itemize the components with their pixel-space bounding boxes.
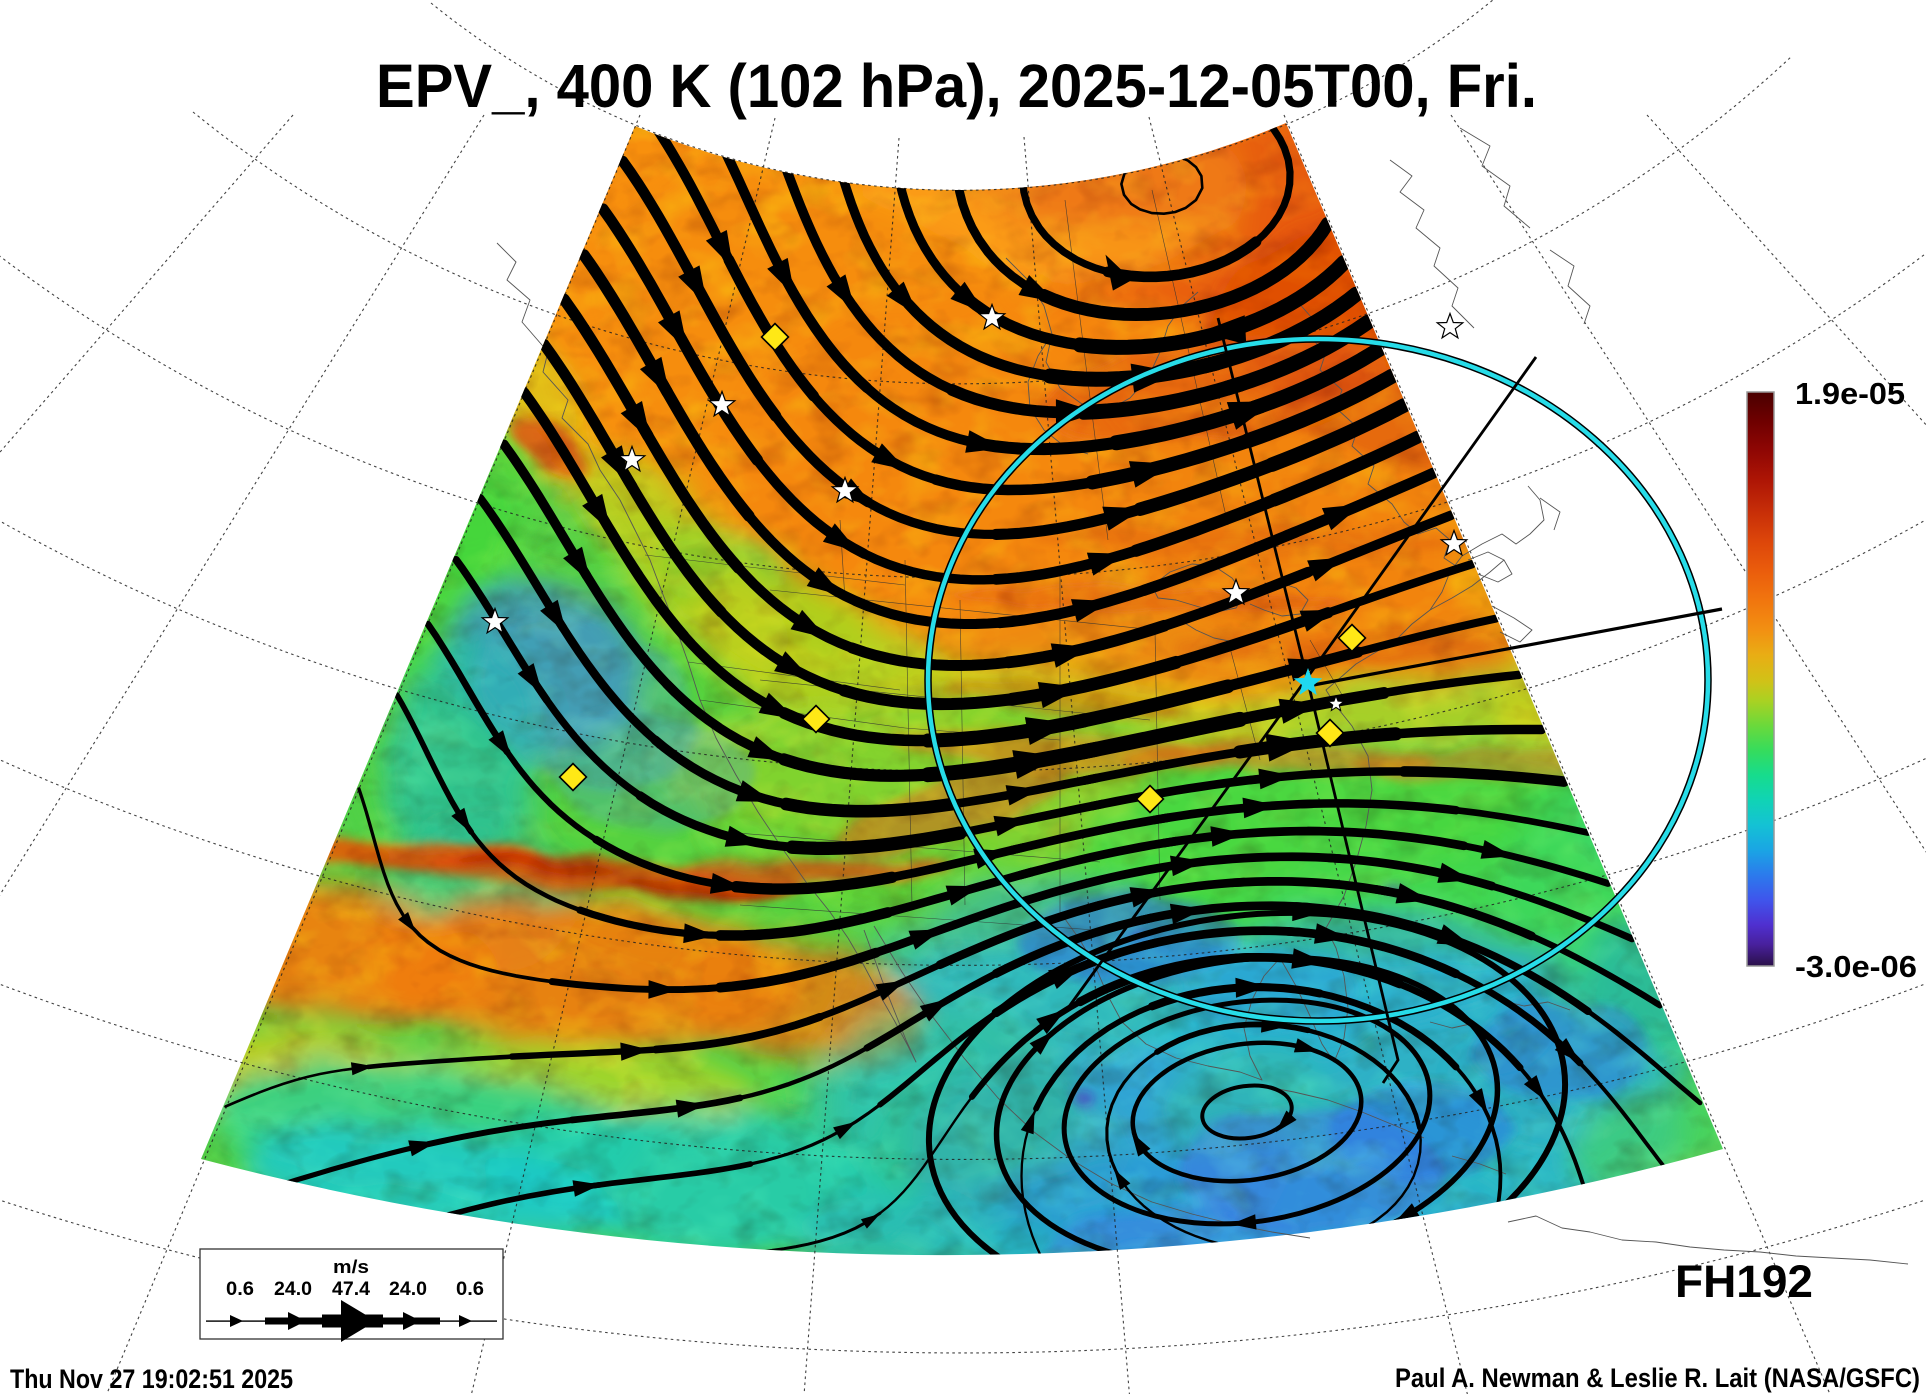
svg-text:24.0: 24.0 bbox=[389, 1279, 427, 1300]
svg-text:EPV_, 400 K (102 hPa), 2025-12: EPV_, 400 K (102 hPa), 2025-12-05T00, Fr… bbox=[376, 52, 1537, 120]
svg-text:0.6: 0.6 bbox=[456, 1279, 484, 1300]
svg-text:Paul A. Newman & Leslie R. Lai: Paul A. Newman & Leslie R. Lait (NASA/GS… bbox=[1395, 1363, 1920, 1393]
svg-text:1.9e-05: 1.9e-05 bbox=[1795, 376, 1905, 411]
svg-text:FH192: FH192 bbox=[1675, 1256, 1813, 1307]
svg-text:Thu Nov 27 19:02:51 2025: Thu Nov 27 19:02:51 2025 bbox=[10, 1364, 293, 1394]
svg-text:47.4: 47.4 bbox=[332, 1279, 370, 1300]
svg-text:m/s: m/s bbox=[333, 1257, 369, 1277]
svg-text:24.0: 24.0 bbox=[274, 1279, 312, 1300]
svg-text:0.6: 0.6 bbox=[226, 1279, 254, 1300]
svg-text:-3.0e-06: -3.0e-06 bbox=[1795, 949, 1917, 984]
